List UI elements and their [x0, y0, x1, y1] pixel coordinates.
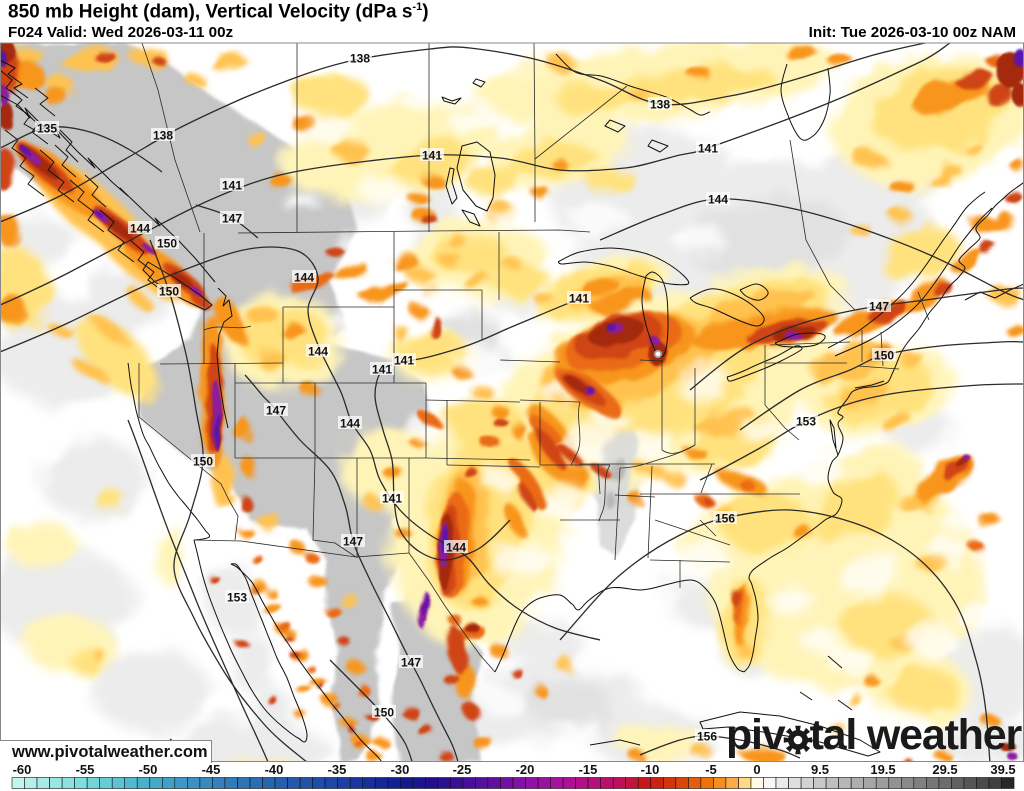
svg-text:147: 147	[343, 535, 363, 549]
svg-text:-30: -30	[391, 762, 410, 777]
svg-text:141: 141	[382, 492, 402, 506]
svg-text:-10: -10	[641, 762, 660, 777]
svg-text:141: 141	[698, 142, 718, 156]
svg-text:153: 153	[227, 591, 247, 605]
svg-text:150: 150	[374, 706, 394, 720]
svg-text:156: 156	[715, 512, 735, 526]
svg-text:135: 135	[37, 122, 57, 136]
svg-text:141: 141	[222, 179, 242, 193]
svg-text:147: 147	[222, 212, 242, 226]
svg-text:138: 138	[650, 98, 670, 112]
svg-text:141: 141	[394, 354, 414, 368]
svg-text:-15: -15	[579, 762, 598, 777]
svg-text:150: 150	[159, 285, 179, 299]
svg-text:138: 138	[153, 129, 173, 143]
svg-text:141: 141	[422, 149, 442, 163]
svg-text:-5: -5	[705, 762, 717, 777]
svg-text:29.5: 29.5	[932, 762, 957, 777]
svg-text:147: 147	[266, 404, 286, 418]
svg-text:-35: -35	[328, 762, 347, 777]
svg-text:144: 144	[294, 271, 314, 285]
svg-text:150: 150	[193, 455, 213, 469]
svg-text:144: 144	[308, 345, 328, 359]
svg-text:138: 138	[350, 52, 370, 66]
svg-text:-20: -20	[516, 762, 535, 777]
svg-text:-60: -60	[13, 762, 32, 777]
svg-text:144: 144	[340, 417, 360, 431]
svg-text:-55: -55	[76, 762, 95, 777]
svg-text:147: 147	[869, 300, 889, 314]
svg-text:147: 147	[401, 656, 421, 670]
svg-text:144: 144	[446, 541, 466, 555]
svg-text:19.5: 19.5	[870, 762, 895, 777]
svg-text:-40: -40	[265, 762, 284, 777]
svg-text:150: 150	[874, 349, 894, 363]
svg-text:141: 141	[372, 363, 392, 377]
svg-text:144: 144	[130, 222, 150, 236]
svg-text:144: 144	[708, 193, 728, 207]
svg-text:150: 150	[157, 237, 177, 251]
svg-text:153: 153	[796, 415, 816, 429]
svg-text:-50: -50	[139, 762, 158, 777]
svg-text:156: 156	[697, 730, 717, 744]
svg-text:39.5: 39.5	[990, 762, 1015, 777]
svg-text:141: 141	[569, 292, 589, 306]
svg-text:0: 0	[753, 762, 760, 777]
svg-text:-45: -45	[202, 762, 221, 777]
svg-text:9.5: 9.5	[811, 762, 829, 777]
svg-text:-25: -25	[453, 762, 472, 777]
